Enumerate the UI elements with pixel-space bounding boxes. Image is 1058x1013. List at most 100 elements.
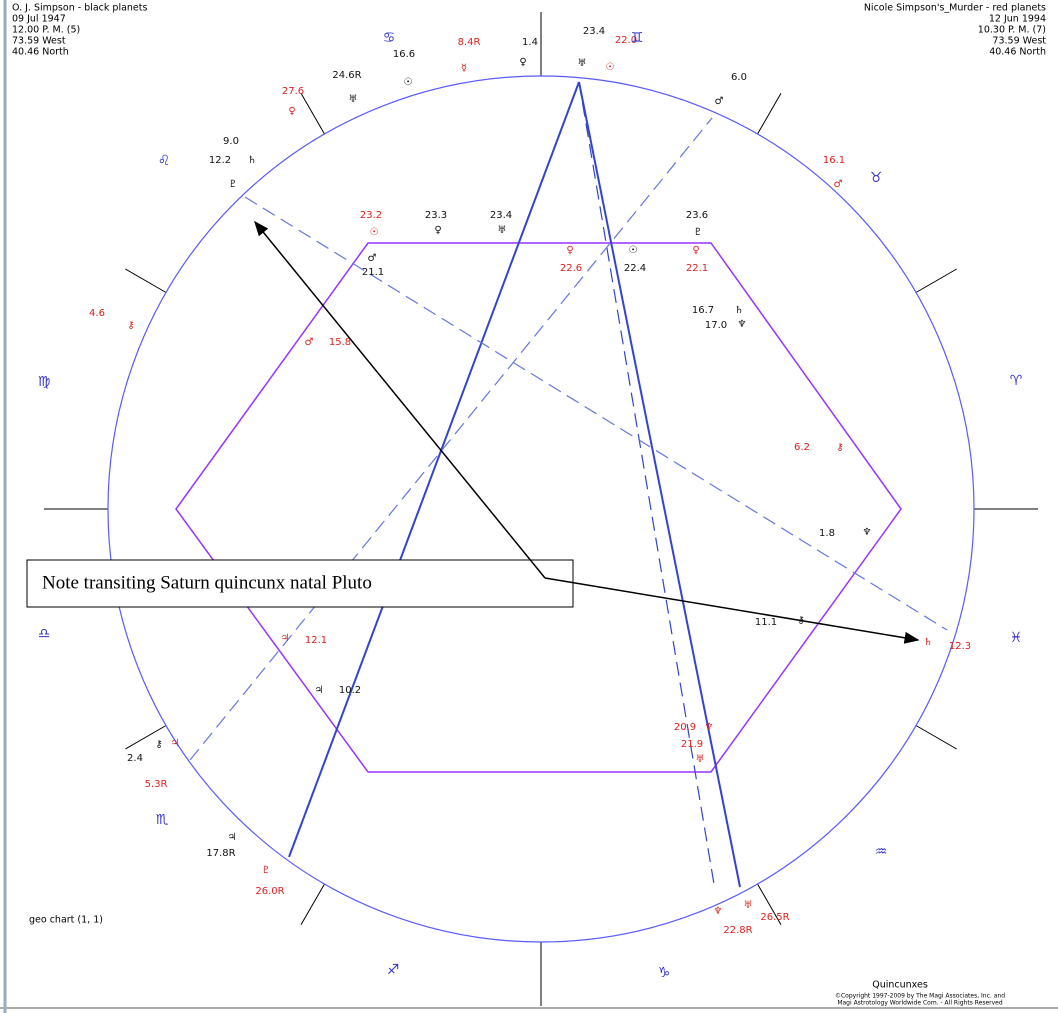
planet-label: ♄ <box>735 305 744 316</box>
zodiac-sign: ♒ <box>875 844 888 860</box>
planet-label: ♂ <box>305 337 314 348</box>
planet-label: ☉ <box>606 62 615 73</box>
header-line: Nicole Simpson's_Murder - red planets <box>864 3 1046 14</box>
planet-label: 22.1 <box>686 263 708 274</box>
planet-label: 17.0 <box>705 320 727 331</box>
chart-label: geo chart (1, 1) <box>29 915 103 926</box>
aspect-line <box>244 196 948 631</box>
planet-label: ☉ <box>404 77 413 88</box>
header-line: 73.59 West <box>12 36 66 47</box>
copyright: ©Copyright 1997-2009 by The Magi Associa… <box>835 993 1005 1000</box>
planet-label: ♇ <box>694 227 703 238</box>
planet-label: ♃ <box>171 738 180 749</box>
house-tick <box>125 268 167 293</box>
planet-label: ♆ <box>738 319 747 330</box>
zodiac-sign: ♐ <box>387 962 400 978</box>
header-line: 10.30 P. M. (7) <box>978 25 1046 36</box>
planet-label: 1.8 <box>819 528 835 539</box>
planet-label: 22.4 <box>624 263 646 274</box>
planet-label: ♅ <box>578 58 587 69</box>
planet-label: ♀ <box>519 57 526 68</box>
planet-label: 23.3 <box>425 210 447 221</box>
planet-label: 22.8R <box>723 925 752 936</box>
planet-label: 20.9 <box>674 722 696 733</box>
zodiac-sign: ♏ <box>156 812 169 828</box>
planet-label: 23.2 <box>360 210 382 221</box>
planet-label: 21.9 <box>681 739 703 750</box>
zodiac-sign: ♍ <box>38 374 51 390</box>
zodiac-sign: ♊ <box>631 30 644 46</box>
planet-label: ♆ <box>705 722 714 733</box>
planet-label: ♀ <box>566 245 573 256</box>
zodiac-sign: ♋ <box>383 30 396 46</box>
planet-label: ♃ <box>228 832 237 843</box>
zodiac-sign: ♌ <box>158 153 171 169</box>
header-right: Nicole Simpson's_Murder - red planets12 … <box>864 3 1046 58</box>
planet-label: 16.1 <box>823 155 845 166</box>
planet-label: ♄ <box>248 155 257 166</box>
planet-label: 11.1 <box>755 617 777 628</box>
house-tick <box>915 268 957 293</box>
planet-label: ♆ <box>863 527 872 538</box>
planet-label: ♄ <box>924 637 933 648</box>
planet-label: ♃ <box>315 685 324 696</box>
planet-label: 6.0 <box>731 72 747 83</box>
zodiac-sign: ♈ <box>1010 373 1023 389</box>
house-tick <box>125 725 167 750</box>
planet-label: ♇ <box>229 179 238 190</box>
planet-labels: 16.6 ☉ 24.6R ♅ 27.6 ♀ 8.4R ☿ 1.4 ♀ 23.4 ♅ 22.0 ☉ 6.0 ♂ 1… <box>89 26 971 936</box>
planet-label: ♇ <box>262 865 271 876</box>
planet-label: 23.4 <box>490 210 512 221</box>
chart-circle <box>107 75 975 943</box>
header-line: 40.46 North <box>12 47 69 58</box>
planet-label: ♀ <box>288 106 295 117</box>
planet-label: ♃ <box>281 633 290 644</box>
house-tick <box>757 93 782 135</box>
note-box <box>26 559 574 608</box>
planet-label: 21.1 <box>362 267 384 278</box>
planet-label: ☿ <box>461 63 467 74</box>
planet-label: ♅ <box>744 900 753 911</box>
house-tick <box>300 93 325 135</box>
house-ticks <box>44 12 1038 1006</box>
header-line: 12.00 P. M. (5) <box>12 25 80 36</box>
planet-label: 4.6 <box>89 308 105 319</box>
hexagon <box>175 242 902 773</box>
planet-label: 2.4 <box>127 753 143 764</box>
planet-label: ♅ <box>696 754 705 765</box>
planet-label: 12.2 <box>209 155 231 166</box>
zodiac-signs: ♋ ♊ ♉ ♈ ♓ ♒ ♑ ♐ ♏ ♎ ♍ ♌ <box>38 30 1023 981</box>
planet-label: 5.3R <box>145 779 168 790</box>
planet-label: 10.2 <box>339 685 361 696</box>
aspect-lines <box>189 81 948 888</box>
header-line: O. J. Simpson - black planets <box>12 3 147 14</box>
planet-label: ♅ <box>349 94 358 105</box>
planet-label: 16.6 <box>393 49 415 60</box>
aspect-line <box>578 81 715 885</box>
planet-label: 27.6 <box>282 86 304 97</box>
planet-label: ♂ <box>715 96 724 107</box>
planet-label: 1.4 <box>522 37 538 48</box>
aspect-line <box>288 81 580 858</box>
planet-label: 23.6 <box>686 210 708 221</box>
planet-label: 24.6R <box>332 70 361 81</box>
planet-label: 26.5R <box>760 912 789 923</box>
planet-label: 8.4R <box>458 37 481 48</box>
header-line: 12 Jun 1994 <box>989 14 1046 25</box>
planet-label: 22.6 <box>560 263 582 274</box>
planet-label: 9.0 <box>223 136 239 147</box>
header-line: 40.46 North <box>989 47 1046 58</box>
copyright: Magi Astrotology Worldwide Com. - All Ri… <box>837 1000 1003 1007</box>
planet-label: 6.2 <box>794 442 810 453</box>
planet-label: ⚷ <box>127 320 134 331</box>
footer-title: Quincunxes <box>872 980 928 991</box>
zodiac-sign: ♎ <box>38 626 51 642</box>
planet-label: ⚷ <box>155 739 162 750</box>
planet-label: ♂ <box>834 179 843 190</box>
planet-label: 12.1 <box>305 635 327 646</box>
house-tick <box>915 725 957 750</box>
planet-label: 16.7 <box>692 305 714 316</box>
planet-label: ☉ <box>629 245 638 256</box>
